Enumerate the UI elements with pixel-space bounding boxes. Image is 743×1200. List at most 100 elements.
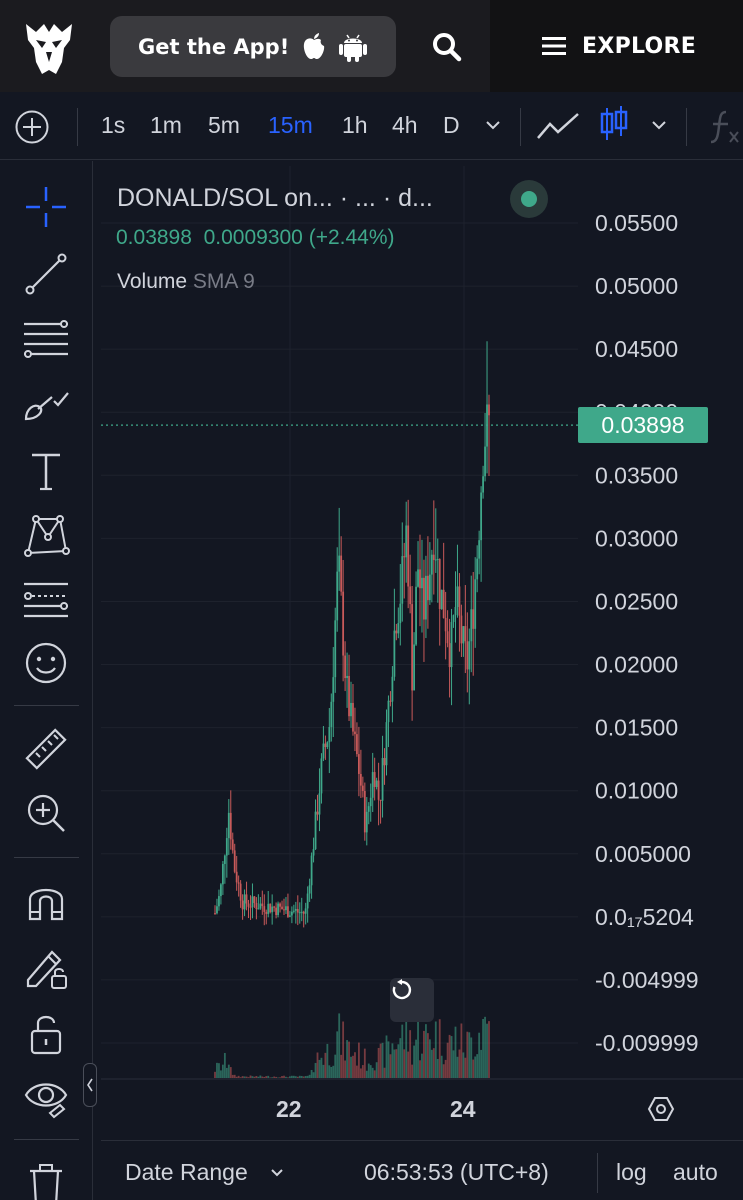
volume-bar	[289, 1076, 291, 1078]
chart-bottom-bar: Date Range 06:53:53 (UTC+8) log auto	[101, 1140, 743, 1200]
get-the-app-label: Get the App!	[138, 34, 290, 59]
interval-1h[interactable]: 1h	[342, 112, 368, 138]
candle-body	[486, 404, 488, 447]
candle-body	[454, 607, 457, 616]
candle-body	[263, 906, 266, 912]
crosshair-icon[interactable]	[22, 183, 70, 231]
volume-bar	[302, 1076, 305, 1078]
volume-legend[interactable]: Volume SMA 9	[117, 270, 255, 294]
top-nav: Get the App! EXPLORE	[0, 0, 743, 92]
pattern-tool-icon[interactable]	[22, 511, 70, 559]
magnet-icon[interactable]	[22, 879, 70, 927]
line-chart-type-icon[interactable]	[536, 110, 580, 142]
volume-bar	[292, 1075, 295, 1078]
chevron-down-icon[interactable]	[650, 118, 668, 132]
candle-body	[419, 569, 421, 589]
timezone-clock[interactable]: 06:53:53 (UTC+8)	[364, 1159, 549, 1185]
lock-drawings-icon[interactable]	[22, 944, 70, 992]
candle-body	[442, 589, 445, 618]
add-symbol-icon[interactable]	[14, 109, 50, 145]
y-tick-label: -0.009999	[595, 1030, 699, 1056]
get-the-app-button[interactable]: Get the App!	[110, 16, 396, 77]
volume-bar	[298, 1075, 301, 1078]
volume-bar	[413, 1045, 415, 1078]
search-icon[interactable]	[430, 30, 464, 64]
candlestick-chart-type-icon[interactable]	[598, 104, 630, 144]
volume-bar	[304, 1076, 307, 1078]
date-range-button[interactable]: Date Range	[125, 1159, 248, 1185]
candle-body	[289, 915, 291, 917]
candle-body	[375, 780, 378, 787]
interval-1s[interactable]: 1s	[101, 112, 126, 138]
trash-icon[interactable]	[22, 1159, 70, 1200]
volume-bar	[253, 1076, 256, 1078]
volume-bar	[273, 1076, 276, 1078]
volume-bar	[279, 1077, 281, 1078]
volume-bar	[462, 1052, 465, 1078]
eagle-logo-icon[interactable]	[22, 18, 76, 78]
candle-body	[279, 903, 281, 907]
candle-body	[488, 404, 490, 416]
interval-15m[interactable]: 15m	[268, 112, 313, 138]
volume-bar	[221, 1064, 224, 1078]
volume-bar	[428, 1039, 431, 1078]
candle-body	[322, 743, 325, 759]
zoom-in-icon[interactable]	[22, 789, 70, 837]
candle-body	[450, 622, 453, 668]
volume-bar	[255, 1075, 258, 1078]
trend-line-icon[interactable]	[22, 250, 70, 298]
y-tick-label: 0.03500	[595, 462, 678, 488]
candle-body	[478, 540, 481, 559]
eye-hide-icon[interactable]	[22, 1073, 70, 1121]
volume-bar	[379, 1043, 382, 1078]
volume-bar	[251, 1076, 254, 1078]
candle-body	[330, 701, 333, 728]
volume-bar	[456, 1056, 459, 1078]
candle-body	[251, 896, 254, 908]
log-scale-toggle[interactable]: log	[616, 1159, 647, 1185]
candle-body	[381, 757, 384, 801]
candle-body	[395, 630, 398, 634]
chevron-down-icon[interactable]	[484, 118, 502, 132]
chart-canvas[interactable]: 0.055000.050000.045000.040000.035000.030…	[101, 166, 743, 1140]
auto-scale-toggle[interactable]: auto	[673, 1159, 718, 1185]
symbol-title[interactable]: DONALD/SOL on... · ... · d...	[117, 184, 433, 212]
candle-body	[385, 722, 388, 766]
interval-5m[interactable]: 5m	[208, 112, 240, 138]
fib-retracement-icon[interactable]	[22, 316, 70, 364]
interval-d[interactable]: D	[443, 112, 460, 138]
volume-bar	[290, 1075, 293, 1078]
volume-bar	[466, 1031, 469, 1078]
candle-body	[413, 644, 415, 691]
volume-bar	[369, 1065, 372, 1078]
market-status-indicator[interactable]	[510, 180, 548, 218]
interval-4h[interactable]: 4h	[392, 112, 418, 138]
candle-body	[432, 554, 435, 560]
candle-body	[393, 630, 396, 677]
chevron-down-icon[interactable]	[269, 1167, 285, 1179]
candle-body	[425, 575, 427, 620]
drawing-toolbar	[0, 161, 93, 1200]
candle-body	[316, 811, 319, 815]
forecast-tool-icon[interactable]	[22, 576, 70, 624]
volume-bar	[484, 1016, 486, 1078]
explore-button[interactable]: EXPLORE	[490, 0, 743, 92]
ruler-measure-icon[interactable]	[22, 725, 70, 773]
price-chart[interactable]: 0.055000.050000.045000.040000.035000.030…	[101, 166, 743, 1140]
volume-bar	[365, 1070, 368, 1078]
chart-settings-icon[interactable]	[647, 1097, 675, 1121]
brush-icon[interactable]	[22, 383, 70, 431]
interval-1m[interactable]: 1m	[150, 112, 182, 138]
candle-body	[377, 780, 380, 800]
candle-body	[292, 910, 295, 912]
toolbar-collapse-handle[interactable]	[83, 1063, 97, 1107]
indicators-fx-icon[interactable]	[708, 108, 743, 146]
volume-bar	[401, 1024, 404, 1078]
volume-bar	[227, 1064, 230, 1078]
emoji-icon[interactable]	[22, 639, 70, 687]
volume-bar	[446, 1042, 449, 1078]
reset-chart-button[interactable]	[390, 978, 434, 1022]
volume-bar	[415, 1039, 417, 1078]
text-tool-icon[interactable]	[22, 447, 70, 495]
unlock-icon[interactable]	[22, 1009, 70, 1057]
